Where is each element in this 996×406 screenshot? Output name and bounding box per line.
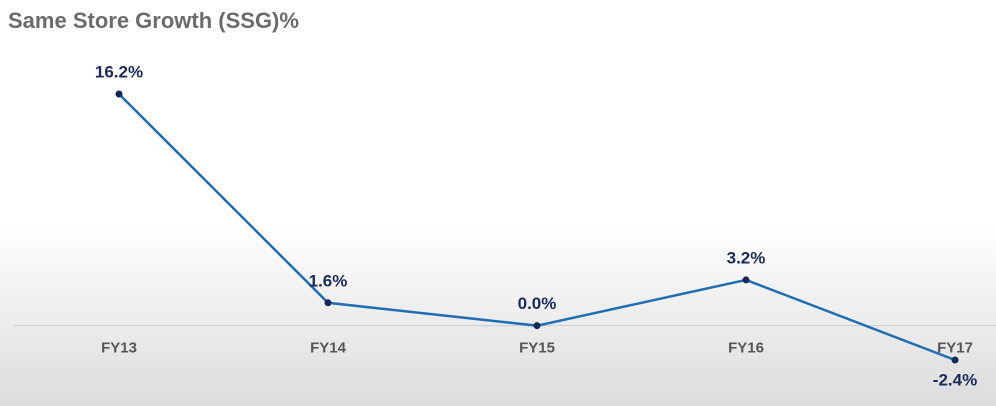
chart-title: Same Store Growth (SSG)% [8,8,299,33]
x-tick-label: FY17 [937,340,973,357]
data-label: -2.4% [933,370,977,389]
point [951,356,959,364]
data-label: 16.2% [95,62,143,81]
x-tick-label: FY16 [728,340,764,357]
data-label: 3.2% [727,248,766,267]
point [533,322,541,330]
point [115,90,123,98]
x-tick-label: FY15 [519,340,555,357]
data-label: 1.6% [309,271,348,290]
data-label: 0.0% [518,294,557,313]
point [742,276,750,284]
point [324,299,332,307]
x-tick-label: FY14 [310,340,347,357]
x-tick-label: FY13 [101,340,137,357]
